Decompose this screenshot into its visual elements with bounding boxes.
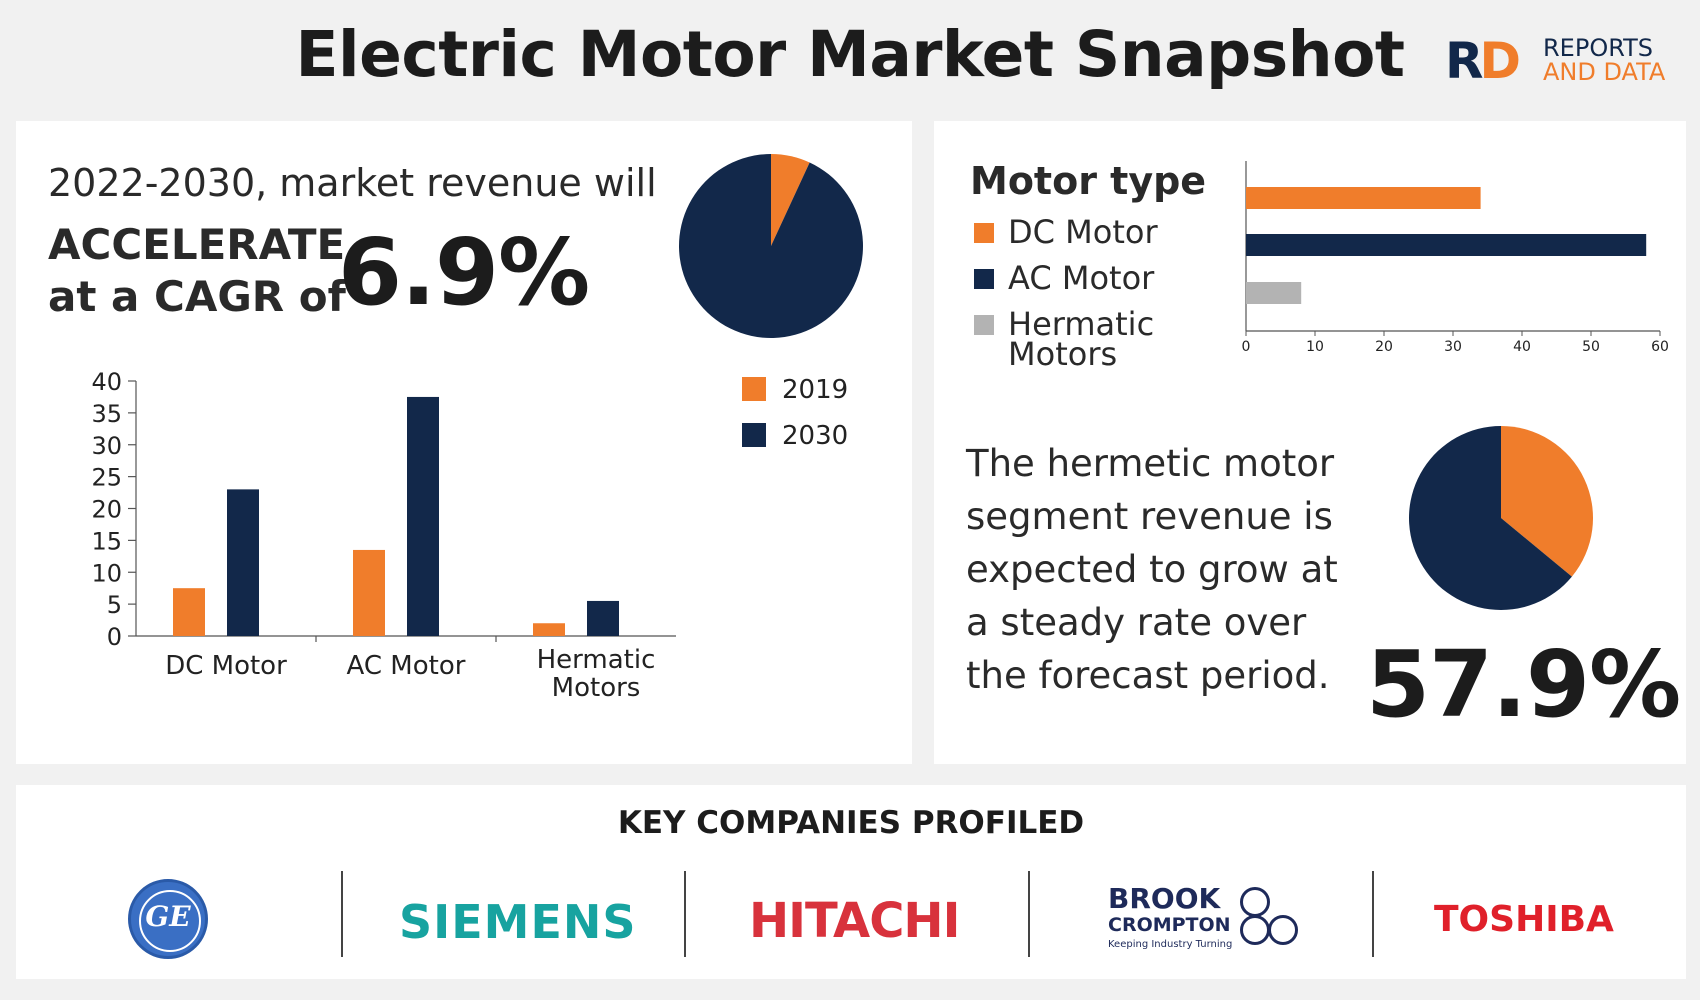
y-tick-label: 30 (91, 432, 122, 460)
legend-swatch-2 (974, 315, 994, 335)
page-title: Electric Motor Market Snapshot (295, 18, 1405, 91)
x-tick-label: 0 (1242, 339, 1251, 351)
y-tick-label: 20 (91, 496, 122, 524)
bar-2030-2 (587, 600, 619, 636)
x-tick-label: 50 (1582, 339, 1600, 351)
brook-circle-icon (1240, 887, 1270, 917)
motor-type-bar-chart: 0 10 20 30 40 50 60 (1242, 161, 1669, 351)
brook-circle-icon (1268, 915, 1298, 945)
x-tick-label: 30 (1444, 339, 1462, 351)
cagr-panel: 2022-2030, market revenue will ACCELERAT… (16, 121, 912, 764)
accelerate-text: ACCELERATE at a CAGR of (48, 219, 346, 323)
y-tick-label: 5 (107, 591, 122, 619)
accelerate-line-1: ACCELERATE (48, 220, 346, 269)
bar-2030-1 (407, 396, 439, 636)
hbar-1 (1246, 234, 1647, 256)
company-divider (1372, 871, 1374, 957)
pie-slice-1 (679, 154, 863, 338)
x-tick-label: Motors (552, 673, 641, 703)
pie-slice-0 (771, 154, 810, 246)
hbar-2 (1246, 282, 1302, 304)
y-tick-label: 10 (91, 559, 122, 587)
x-tick-label: 20 (1375, 339, 1393, 351)
ge-logo: GE (128, 879, 208, 959)
key-companies-panel: KEY COMPANIES PROFILED GE SIEMENS HITACH… (16, 785, 1686, 979)
x-tick-label: Hermatic (537, 645, 656, 675)
legend-swatch-0 (974, 223, 994, 243)
brook-tagline: Keeping Industry Turning (1108, 939, 1233, 950)
hitachi-logo: HITACHI (749, 893, 960, 949)
logo-text: REPORTS AND DATA (1543, 36, 1665, 84)
motor-type-title: Motor type (970, 159, 1207, 203)
pie-slice-0 (1501, 426, 1593, 577)
bar-2030-0 (227, 489, 259, 636)
bar-2019-0 (173, 588, 205, 636)
hermetic-share-pie-chart (1409, 426, 1593, 610)
cagr-value: 6.9% (338, 219, 590, 326)
y-tick-label: 15 (91, 527, 122, 555)
bar-2019-2 (533, 623, 565, 636)
intro-text: 2022-2030, market revenue will (48, 161, 657, 205)
hbar-0 (1246, 187, 1481, 209)
pie-slice-1 (1409, 426, 1572, 610)
logo-line-2: AND DATA (1543, 58, 1666, 86)
x-tick-label: 60 (1651, 339, 1669, 351)
rd-logo-mark: RD (1445, 32, 1521, 90)
legend-label-2: Hermatic Motors (1008, 305, 1155, 373)
brook-circle-icon (1240, 915, 1270, 945)
x-tick-label: 40 (1513, 339, 1531, 351)
logo-line-1: REPORTS (1543, 34, 1654, 62)
legend-swatch-2030 (742, 423, 766, 447)
legend-label-1: AC Motor (1008, 259, 1155, 297)
legend-swatch-1 (974, 269, 994, 289)
legend-label: 2019 (782, 375, 848, 405)
x-tick-label: AC Motor (347, 651, 466, 681)
toshiba-logo: TOSHIBA (1434, 899, 1614, 940)
y-tick-label: 40 (91, 371, 122, 396)
y-tick-label: 0 (107, 623, 122, 651)
accelerate-line-2: at a CAGR of (48, 272, 346, 321)
x-tick-label: 10 (1306, 339, 1324, 351)
revenue-bar-chart: 0 5 10 15 20 25 30 35 40 DC Motor AC Motor Hermatic… (91, 371, 848, 703)
ge-logo-text: GE (145, 900, 191, 933)
company-divider (684, 871, 686, 957)
company-divider (341, 871, 343, 957)
brook-crompton-logo: BROOK CROMPTON Keeping Industry Turning (1108, 885, 1308, 965)
legend-label: 2030 (782, 421, 848, 451)
company-divider (1028, 871, 1030, 957)
reports-and-data-logo: RD REPORTS AND DATA (1445, 34, 1685, 90)
y-tick-label: 25 (91, 464, 122, 492)
crompton-text: CROMPTON (1108, 914, 1231, 936)
legend-swatch-2019 (742, 377, 766, 401)
hermetic-share-value: 57.9% (1366, 631, 1681, 738)
hermetic-description: The hermetic motor segment revenue is ex… (966, 442, 1338, 697)
motor-type-panel: Motor type DC Motor AC Motor Hermatic Motor… (934, 121, 1686, 764)
legend-label-0: DC Motor (1008, 213, 1158, 251)
siemens-logo: SIEMENS (399, 895, 637, 949)
x-tick-label: DC Motor (165, 651, 287, 681)
cagr-pie-chart (679, 154, 863, 338)
key-companies-title: KEY COMPANIES PROFILED (617, 805, 1085, 841)
brook-text: BROOK (1108, 882, 1221, 915)
y-tick-label: 35 (91, 400, 122, 428)
bar-2019-1 (353, 549, 385, 636)
